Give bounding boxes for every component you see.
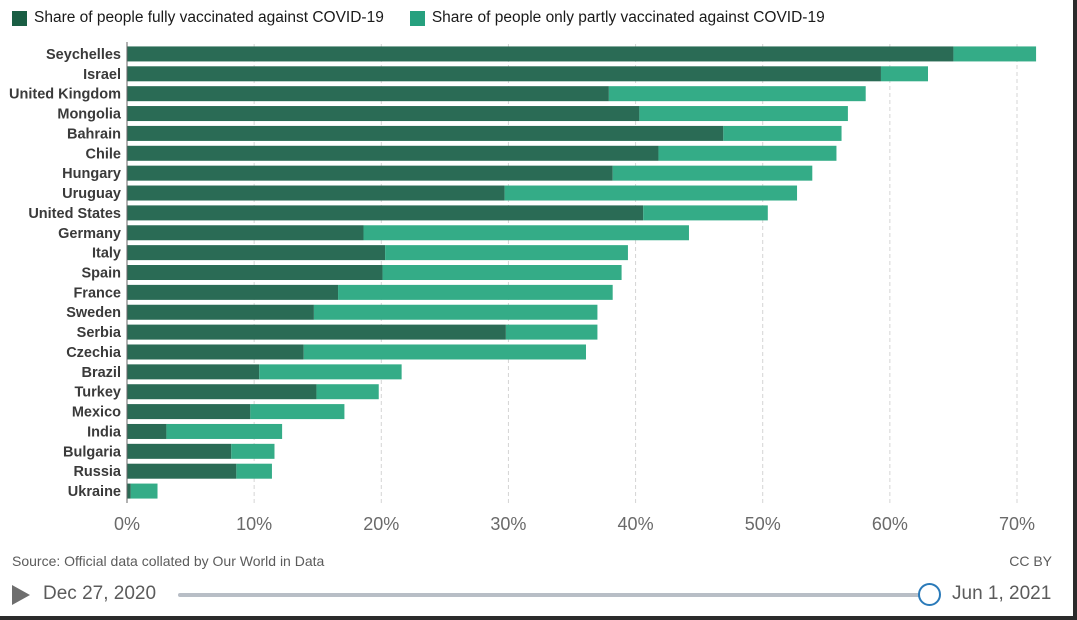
bar-fully-vaccinated[interactable] <box>127 165 613 181</box>
bar-partly-vaccinated[interactable] <box>236 463 272 479</box>
bar-partly-vaccinated[interactable] <box>643 205 768 221</box>
bar-fully-vaccinated[interactable] <box>127 404 251 420</box>
legend-item-fully[interactable]: Share of people fully vaccinated against… <box>12 9 384 27</box>
bar-partly-vaccinated[interactable] <box>723 125 842 141</box>
country-label: Israel <box>83 67 121 83</box>
source-note: Source: Official data collated by Our Wo… <box>12 553 325 569</box>
country-label: Sweden <box>66 305 121 321</box>
country-label: Hungary <box>62 166 121 182</box>
bar-fully-vaccinated[interactable] <box>127 483 131 499</box>
bar-chart: Seychelles Israel United Kingdom Mongolia Ba… <box>9 42 1037 534</box>
country-label: Germany <box>58 226 121 242</box>
bar-fully-vaccinated[interactable] <box>127 46 954 62</box>
bar-partly-vaccinated[interactable] <box>303 344 586 360</box>
country-label: United Kingdom <box>9 87 121 103</box>
bar-fully-vaccinated[interactable] <box>127 66 881 82</box>
bar-partly-vaccinated[interactable] <box>639 106 848 122</box>
country-label: Bahrain <box>67 126 121 142</box>
x-tick-label: 10% <box>236 514 272 534</box>
bar-partly-vaccinated[interactable] <box>166 423 283 439</box>
bar-partly-vaccinated[interactable] <box>259 364 402 380</box>
bar-partly-vaccinated[interactable] <box>316 384 379 400</box>
bar-fully-vaccinated[interactable] <box>127 225 364 241</box>
bar-fully-vaccinated[interactable] <box>127 443 232 459</box>
bar-fully-vaccinated[interactable] <box>127 463 237 479</box>
country-label: Chile <box>86 146 121 162</box>
x-tick-label: 0% <box>114 514 140 534</box>
bar-fully-vaccinated[interactable] <box>127 86 609 102</box>
bar-partly-vaccinated[interactable] <box>505 324 598 340</box>
country-label: Seychelles <box>46 47 121 63</box>
legend-swatch-fully <box>12 10 27 26</box>
timeline-start-date[interactable]: Dec 27, 2020 <box>43 583 157 604</box>
bar-partly-vaccinated[interactable] <box>658 145 837 161</box>
country-label: Bulgaria <box>63 444 122 460</box>
legend: Share of people fully vaccinated against… <box>12 7 825 29</box>
bar-partly-vaccinated[interactable] <box>250 404 345 420</box>
bar-partly-vaccinated[interactable] <box>953 46 1037 62</box>
timeline-handle[interactable] <box>918 583 941 606</box>
bar-partly-vaccinated[interactable] <box>231 443 275 459</box>
bar-partly-vaccinated[interactable] <box>382 265 622 281</box>
bar-partly-vaccinated[interactable] <box>504 185 798 201</box>
x-tick-label: 20% <box>363 514 399 534</box>
bar-fully-vaccinated[interactable] <box>127 364 260 380</box>
country-label: United States <box>28 206 121 222</box>
legend-swatch-partly <box>409 10 425 26</box>
bar-fully-vaccinated[interactable] <box>127 265 383 281</box>
x-tick-label: 40% <box>618 514 654 534</box>
country-label: Czechia <box>66 345 122 361</box>
bar-partly-vaccinated[interactable] <box>385 245 628 261</box>
legend-label-fully: Share of people fully vaccinated against… <box>34 9 384 26</box>
country-label: France <box>73 285 121 301</box>
timeline: Dec 27, 2020 Jun 1, 2021 <box>12 581 1052 609</box>
bar-fully-vaccinated[interactable] <box>127 145 659 161</box>
legend-label-partly: Share of people only partly vaccinated a… <box>431 9 825 26</box>
country-label: Serbia <box>77 325 122 341</box>
bar-partly-vaccinated[interactable] <box>608 86 866 102</box>
legend-item-partly[interactable]: Share of people only partly vaccinated a… <box>409 9 825 27</box>
bar-fully-vaccinated[interactable] <box>127 106 640 122</box>
bar-partly-vaccinated[interactable] <box>880 66 928 82</box>
x-tick-label: 50% <box>745 514 781 534</box>
x-tick-label: 70% <box>999 514 1035 534</box>
country-label: Turkey <box>75 385 121 401</box>
bar-fully-vaccinated[interactable] <box>127 324 506 340</box>
bar-partly-vaccinated[interactable] <box>612 165 813 181</box>
country-label: Mexico <box>72 405 121 421</box>
country-label: Spain <box>82 266 121 282</box>
bar-fully-vaccinated[interactable] <box>127 344 304 360</box>
bar-partly-vaccinated[interactable] <box>338 284 613 300</box>
country-label: Uruguay <box>62 186 121 202</box>
bar-fully-vaccinated[interactable] <box>127 304 314 320</box>
license-link[interactable]: CC BY <box>1009 553 1052 569</box>
bar-fully-vaccinated[interactable] <box>127 245 386 261</box>
bar-partly-vaccinated[interactable] <box>313 304 598 320</box>
bar-fully-vaccinated[interactable] <box>127 284 339 300</box>
country-label: Russia <box>73 464 121 480</box>
timeline-track[interactable] <box>178 593 930 597</box>
country-label: Mongolia <box>57 107 122 123</box>
country-label: Ukraine <box>68 484 121 500</box>
bar-partly-vaccinated[interactable] <box>363 225 689 241</box>
bar-fully-vaccinated[interactable] <box>127 423 167 439</box>
play-icon[interactable] <box>12 585 30 605</box>
country-label: Brazil <box>82 365 122 381</box>
x-tick-label: 30% <box>490 514 526 534</box>
bar-partly-vaccinated[interactable] <box>130 483 158 499</box>
country-label: India <box>87 424 122 440</box>
bar-fully-vaccinated[interactable] <box>127 384 317 400</box>
x-tick-label: 60% <box>872 514 908 534</box>
bar-fully-vaccinated[interactable] <box>127 205 644 221</box>
country-label: Italy <box>92 246 121 262</box>
timeline-end-date[interactable]: Jun 1, 2021 <box>952 583 1052 604</box>
bar-fully-vaccinated[interactable] <box>127 125 724 141</box>
bar-fully-vaccinated[interactable] <box>127 185 505 201</box>
